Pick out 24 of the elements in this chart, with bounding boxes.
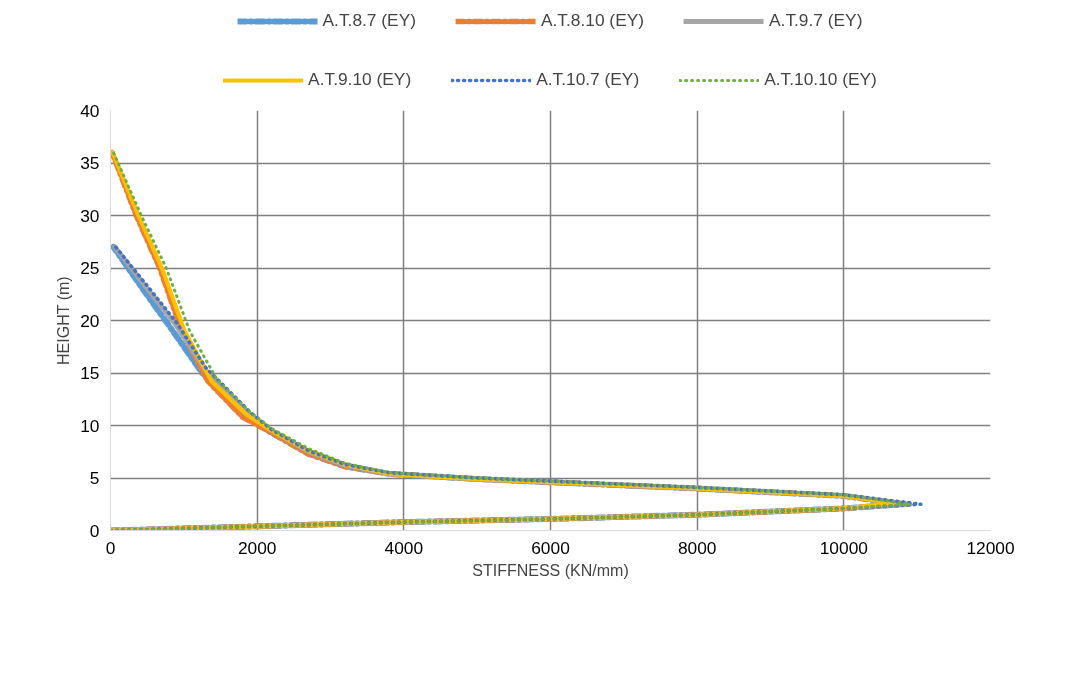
y-tick-label: 35	[80, 153, 100, 173]
y-tick-label: 10	[80, 415, 100, 436]
legend-label: A.T.8.10 (EY)	[540, 10, 645, 31]
y-tick-label: 40	[80, 100, 100, 121]
x-tick-label: 12000	[966, 537, 1015, 558]
x-tick-label: 4000	[384, 537, 424, 558]
y-tick-label: 25	[80, 258, 100, 278]
x-tick-label: 10000	[819, 537, 868, 558]
x-tick-label: 6000	[531, 537, 570, 558]
x-tick-label: 0	[105, 537, 116, 558]
legend-label: A.T.9.7 (EY)	[769, 10, 863, 31]
legend-label: A.T.9.10 (EY)	[308, 69, 412, 90]
y-tick-label: 20	[80, 310, 100, 331]
x-axis-title: STIFFNESS (KN/mm)	[472, 561, 629, 579]
y-tick-label: 0	[89, 520, 100, 541]
legend-label: A.T.8.7 (EY)	[322, 10, 416, 31]
y-tick-label: 30	[80, 205, 100, 226]
x-tick-label: 8000	[677, 537, 717, 558]
legend-label: A.T.10.10 (EY)	[764, 69, 877, 90]
y-axis-title: HEIGHT (m)	[55, 276, 73, 365]
x-tick-label: 2000	[237, 537, 277, 558]
legend-label: A.T.10.7 (EY)	[536, 69, 640, 90]
y-tick-label: 15	[80, 363, 100, 383]
y-tick-label: 5	[89, 468, 100, 488]
